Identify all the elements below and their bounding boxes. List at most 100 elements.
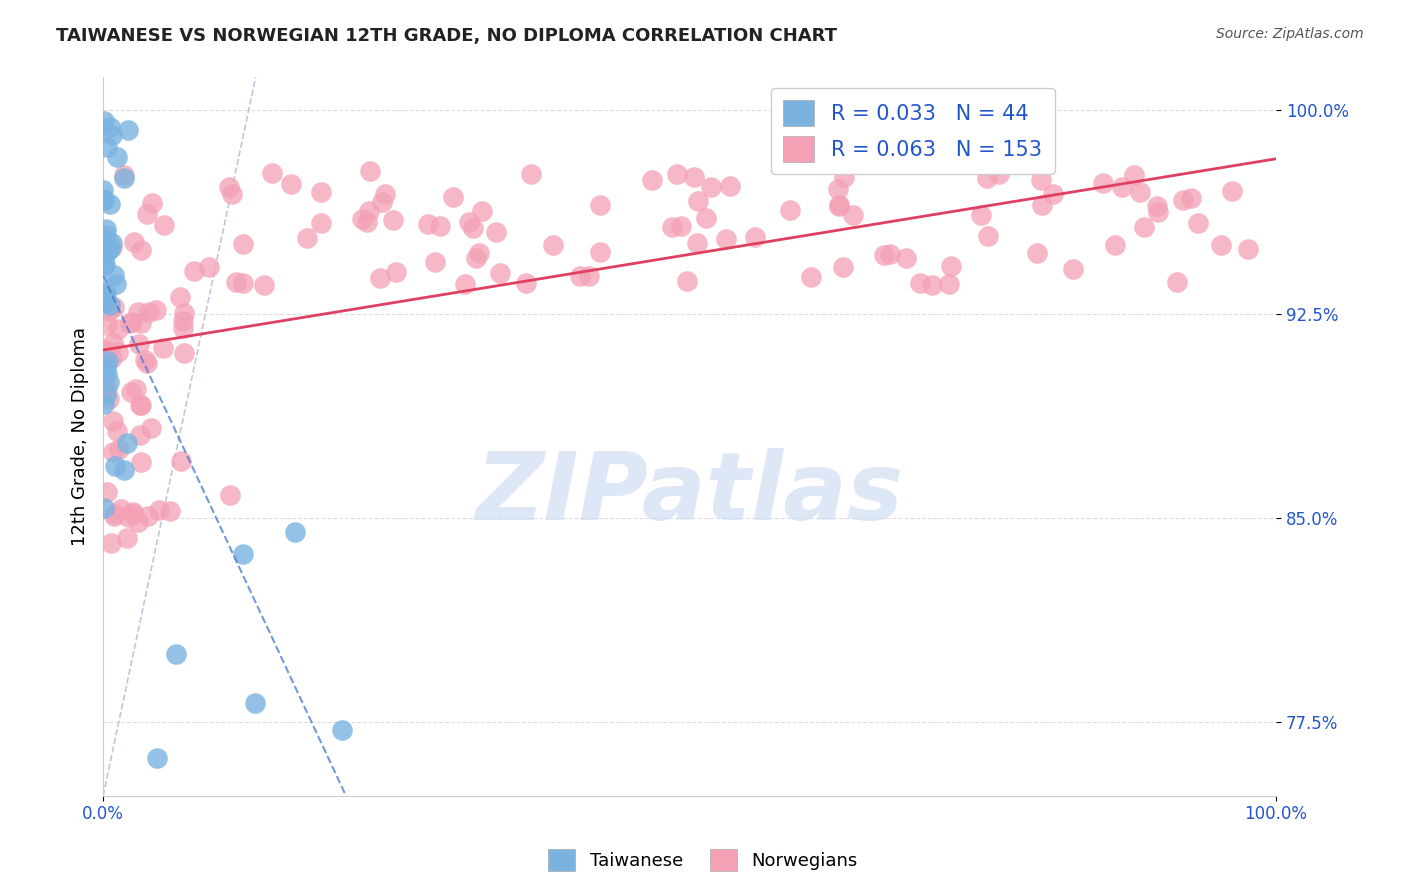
Point xyxy=(987,167,1010,181)
Text: Source: ZipAtlas.com: Source: ZipAtlas.com xyxy=(1216,27,1364,41)
Point xyxy=(669,219,692,233)
Point xyxy=(357,203,380,218)
Point xyxy=(96,140,118,154)
Point xyxy=(699,180,721,194)
Point xyxy=(183,263,205,277)
Point xyxy=(165,647,187,661)
Point xyxy=(280,178,302,192)
Point xyxy=(1025,245,1047,260)
Point xyxy=(96,383,118,397)
Point xyxy=(718,178,741,193)
Point xyxy=(1031,198,1053,212)
Point xyxy=(136,207,159,221)
Point xyxy=(100,535,122,549)
Point xyxy=(921,278,943,293)
Point xyxy=(94,388,117,402)
Point xyxy=(683,170,706,185)
Point xyxy=(688,194,710,208)
Point xyxy=(169,290,191,304)
Point xyxy=(115,531,138,545)
Point xyxy=(894,251,917,265)
Point xyxy=(385,265,408,279)
Point xyxy=(359,164,381,178)
Point xyxy=(1171,194,1194,208)
Point xyxy=(1166,275,1188,289)
Point xyxy=(198,260,221,274)
Point xyxy=(842,208,865,222)
Point xyxy=(1236,242,1258,256)
Point xyxy=(101,351,124,366)
Point xyxy=(128,337,150,351)
Point xyxy=(686,235,709,250)
Point xyxy=(1029,173,1052,187)
Point xyxy=(330,723,353,738)
Point xyxy=(827,182,849,196)
Point xyxy=(468,246,491,260)
Point xyxy=(129,428,152,442)
Point xyxy=(107,344,129,359)
Point xyxy=(666,167,689,181)
Point xyxy=(93,260,115,274)
Point xyxy=(122,507,145,521)
Point xyxy=(1147,205,1170,219)
Point xyxy=(416,217,439,231)
Point xyxy=(129,455,152,469)
Point xyxy=(93,296,115,310)
Point xyxy=(676,274,699,288)
Point xyxy=(879,247,901,261)
Point xyxy=(146,750,169,764)
Point xyxy=(105,424,128,438)
Point xyxy=(145,303,167,318)
Point xyxy=(96,318,118,333)
Point xyxy=(112,168,135,182)
Point xyxy=(828,198,851,212)
Point xyxy=(232,276,254,290)
Point xyxy=(93,285,115,300)
Point xyxy=(120,385,142,400)
Point xyxy=(103,268,125,282)
Point xyxy=(253,278,276,293)
Point xyxy=(1129,185,1152,199)
Point xyxy=(112,171,135,186)
Point xyxy=(96,343,118,358)
Point xyxy=(101,444,124,458)
Point xyxy=(173,306,195,320)
Point xyxy=(225,275,247,289)
Point xyxy=(97,244,120,258)
Point xyxy=(97,353,120,368)
Point xyxy=(159,503,181,517)
Point xyxy=(103,509,125,524)
Point xyxy=(368,270,391,285)
Point xyxy=(141,196,163,211)
Point xyxy=(454,277,477,292)
Point xyxy=(96,245,118,260)
Point xyxy=(350,212,373,227)
Point xyxy=(831,260,853,274)
Point xyxy=(221,186,243,201)
Point xyxy=(1091,176,1114,190)
Point xyxy=(98,392,121,407)
Point xyxy=(127,305,149,319)
Point xyxy=(465,251,488,265)
Point xyxy=(441,190,464,204)
Point xyxy=(127,515,149,529)
Point xyxy=(714,232,737,246)
Point xyxy=(463,221,485,235)
Point xyxy=(93,352,115,367)
Point xyxy=(93,286,115,301)
Y-axis label: 12th Grade, No Diploma: 12th Grade, No Diploma xyxy=(72,327,89,546)
Point xyxy=(96,288,118,302)
Point xyxy=(93,377,115,392)
Point xyxy=(118,316,141,330)
Point xyxy=(1042,186,1064,201)
Point xyxy=(96,485,118,500)
Point xyxy=(1122,169,1144,183)
Point xyxy=(125,382,148,396)
Point xyxy=(744,230,766,244)
Point xyxy=(93,233,115,247)
Point xyxy=(170,454,193,468)
Point xyxy=(1111,179,1133,194)
Point xyxy=(938,277,960,291)
Point xyxy=(970,208,993,222)
Point xyxy=(219,488,242,502)
